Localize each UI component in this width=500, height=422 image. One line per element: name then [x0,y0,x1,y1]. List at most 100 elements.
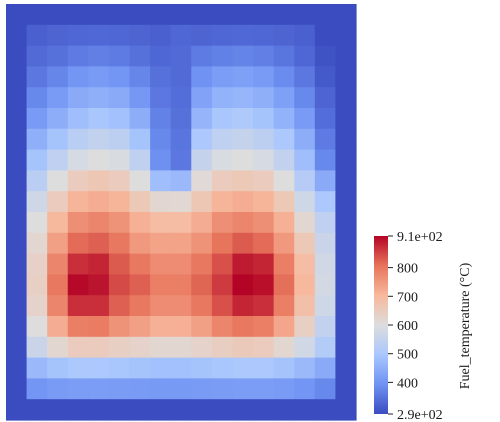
heatmap-cell [294,191,316,213]
heatmap-cell [232,149,254,171]
heatmap-cell [47,253,69,275]
colorbar-tick-label: 600 [397,319,418,334]
heatmap-cell [129,24,151,47]
heatmap-cell [6,316,28,338]
heatmap-cell [294,357,316,379]
heatmap-cell [314,378,337,400]
heatmap-cell [108,295,131,317]
heatmap-cell [294,253,316,275]
heatmap-cell [108,4,131,26]
heatmap-cell [108,316,131,338]
heatmap-cell [88,24,110,47]
heatmap-cell [232,253,254,275]
heatmap-cell [211,232,234,255]
heatmap-cell [67,87,89,109]
colorbar-tick-label: 400 [397,376,418,391]
heatmap-cell [191,87,213,109]
heatmap-cell [6,170,28,192]
heatmap-cell [294,232,316,255]
heatmap-cell [108,170,131,192]
heatmap-cell [314,295,337,317]
heatmap-cell [294,149,316,171]
heatmap-cell [47,274,69,296]
heatmap-cell [191,378,213,400]
heatmap-cell [273,170,295,192]
heatmap-cell [294,378,316,400]
heatmap-cell [6,357,28,379]
heatmap-cell [47,4,69,26]
heatmap-cell [6,128,28,151]
heatmap-cell [108,378,131,400]
heatmap-cell [211,357,234,379]
heatmap-cell [170,4,192,26]
heatmap-cell [88,378,110,400]
heatmap-cell [335,4,357,26]
heatmap-cell [129,399,151,421]
heatmap-cell [253,45,275,67]
heatmap-cell [170,128,192,151]
heatmap-cell [150,128,172,151]
heatmap-cell [232,87,254,109]
heatmap-cell [47,399,69,421]
heatmap-cell [170,191,192,213]
heatmap-cell [88,87,110,109]
heatmap-cell [335,170,357,192]
heatmap-cell [191,295,213,317]
colorbar-gradient [374,236,388,414]
heatmap-cell [273,108,295,130]
heatmap-cell [47,316,69,338]
heatmap-cell [88,66,110,88]
heatmap-cell [211,274,234,296]
heatmap-cell [67,274,89,296]
heatmap-cell [150,399,172,421]
heatmap-cell [294,4,316,26]
heatmap-cell [335,66,357,88]
heatmap-cell [108,253,131,275]
heatmap-cell [211,170,234,192]
heatmap-cell [150,87,172,109]
heatmap-cell [88,295,110,317]
heatmap-cell [253,128,275,151]
heatmap-cell [273,191,295,213]
heatmap-cell [129,128,151,151]
heatmap-cell [108,108,131,130]
heatmap-cell [6,24,28,47]
heatmap-cell [314,87,337,109]
heatmap-cell [232,357,254,379]
heatmap-cell [253,399,275,421]
heatmap-cell [273,24,295,47]
heatmap-cell [232,274,254,296]
heatmap-cell [232,399,254,421]
heatmap-cell [335,399,357,421]
heatmap-cell [88,128,110,151]
heatmap-cell [26,399,48,421]
heatmap-cell [253,357,275,379]
heatmap-cell [108,232,131,255]
heatmap-cell [67,24,89,47]
heatmap-cell [6,378,28,400]
heatmap-cell [314,316,337,338]
colorbar: 9.1e+02 800 700 600 500 400 2.9e+02 Fuel_tempe… [374,230,473,422]
heatmap-cell [211,399,234,421]
heatmap-cell [170,295,192,317]
heatmap-cell [314,399,337,421]
heatmap-cell [273,357,295,379]
heatmap-cell [335,378,357,400]
heatmap-cell [253,212,275,234]
heatmap-cell [108,357,131,379]
heatmap-cell [191,232,213,255]
heatmap-cell [88,253,110,275]
heatmap-cell [129,149,151,171]
heatmap-cell [232,212,254,234]
heatmap-cell [273,4,295,26]
heatmap-cell [47,45,69,67]
heatmap-cell [6,212,28,234]
heatmap-cell [108,24,131,47]
heatmap-cell [314,232,337,255]
heatmap-cell [294,66,316,88]
heatmap-cell [26,45,48,67]
heatmap-cell [232,316,254,338]
heatmap-cell [170,66,192,88]
heatmap-cell [26,357,48,379]
